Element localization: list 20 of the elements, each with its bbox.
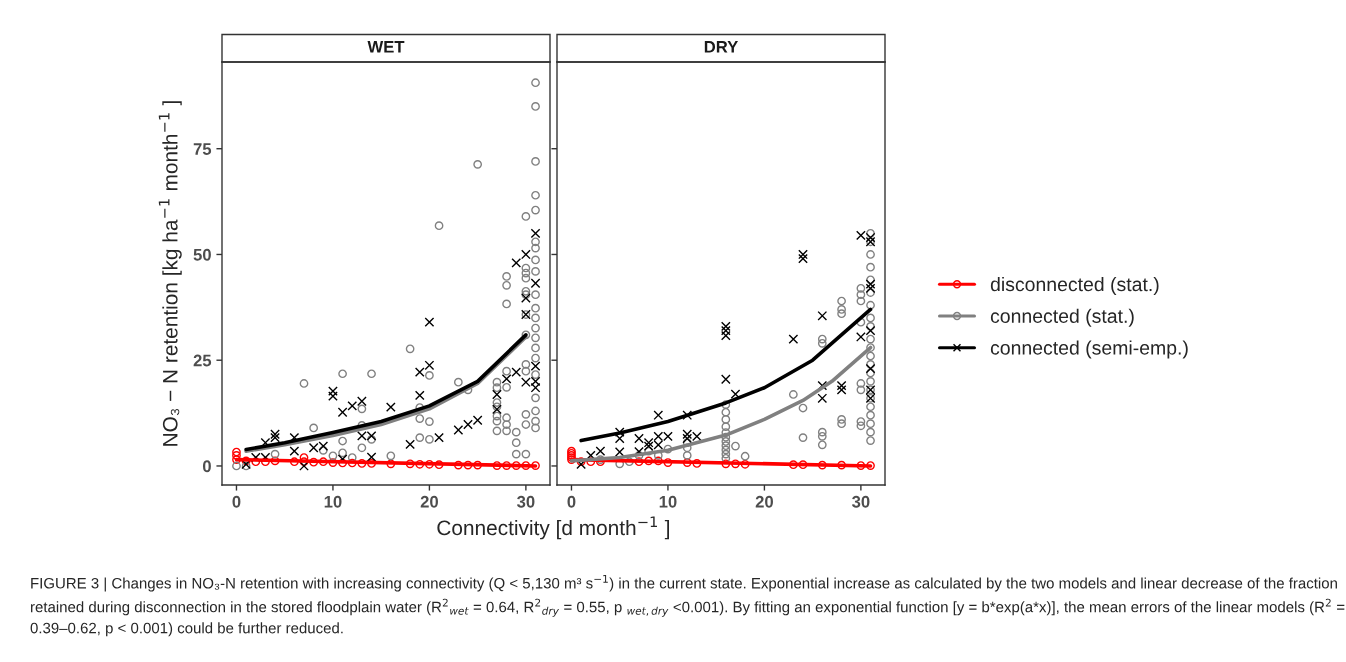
legend-label: disconnected (stat.) — [990, 276, 1159, 296]
x-tick-label: 10 — [324, 495, 342, 508]
x-tick-label: 0 — [567, 495, 576, 508]
x-tick-label: 20 — [420, 495, 438, 508]
y-tick-label: 25 — [193, 354, 212, 367]
y-axis-title: NO₃ − N retention [kg ha$^{−1}$ month$^{−1}$ ] — [158, 101, 182, 446]
x-axis-title: Connectivity [d month$^{−1}$ ] — [437, 516, 669, 540]
x-tick-label: 0 — [232, 495, 241, 508]
chart-title: WET — [367, 41, 405, 53]
text: FIGURE 3 | Changes in NO₃-N retention with increasing connectivity (Q < 5,130 m³ s$^{−1}$) in the current state. Exponential increase as calculated by the two models and linear decrease of the fraction retained during disconnection in the stored floodplain water (R$^{2}$$_{wet}$ = 0.64, R$^{2}$$_{dry}$ = 0.55, p $_{wet,dry}$ <0.001). By fitting an exponential function [y = b*exp(a*x)], the mean errors of the linear models (R$^{2}$ = 0.39–0.62, p < 0.001) could be further reduced. — [30, 575, 1345, 637]
x-tick-label: 20 — [755, 495, 773, 508]
y-tick-label: 0 — [202, 460, 211, 473]
chart-title: DRY — [704, 41, 739, 53]
y-tick-label: 50 — [193, 248, 211, 261]
y-tick-label: 75 — [193, 143, 212, 155]
x-tick-label: 30 — [517, 495, 535, 508]
x-tick-label: 30 — [852, 495, 870, 508]
legend-label: connected (stat.) — [990, 308, 1134, 327]
legend-label: connected (semi-emp.) — [990, 340, 1188, 359]
x-tick-label: 10 — [659, 495, 677, 508]
